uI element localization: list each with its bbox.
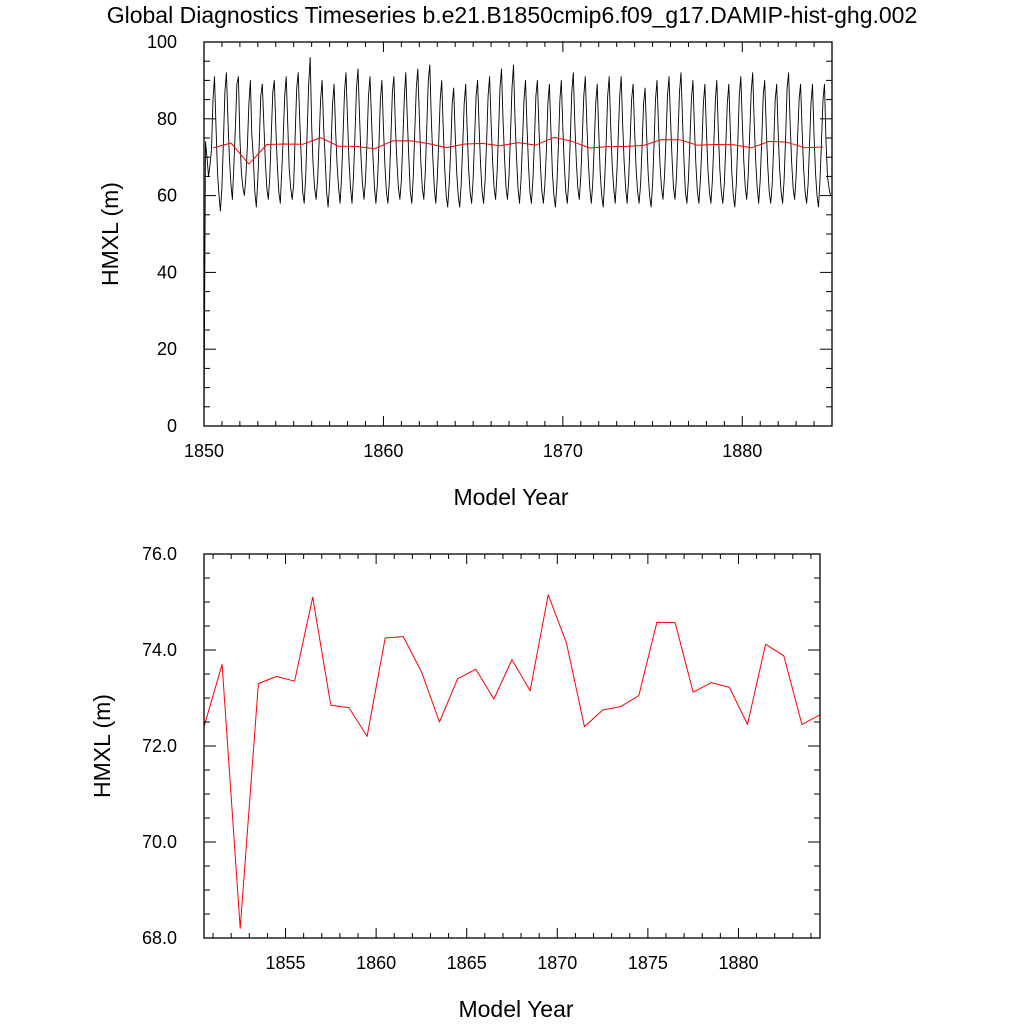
x-tick-label: 1860: [356, 953, 396, 973]
y-axis-label: HMXL (m): [89, 694, 115, 798]
y-tick-label: 20: [157, 339, 177, 359]
x-tick-label: 1870: [543, 441, 583, 461]
top-panel: 1850 1860 1870 1880 0 20 40 60 80 100 Model Year HM…: [97, 32, 833, 510]
y-tick-label: 74.0: [142, 640, 177, 660]
annual-series-line: [212, 136, 824, 165]
x-tick-label: 1860: [363, 441, 403, 461]
x-tick-label: 1870: [537, 953, 577, 973]
y-tick-label: 76.0: [142, 544, 177, 564]
x-tick-label: 1875: [628, 953, 668, 973]
x-tick-label: 1865: [447, 953, 487, 973]
y-tick-label: 40: [157, 262, 177, 282]
x-tick-label: 1855: [266, 953, 306, 973]
y-tick-label: 80: [157, 109, 177, 129]
annual-series-line: [203, 594, 821, 929]
y-axis-label: HMXL (m): [97, 182, 123, 286]
y-tick-label: 68.0: [142, 928, 177, 948]
x-axis-label: Model Year: [453, 484, 568, 510]
chart-title: Global Diagnostics Timeseries b.e21.B185…: [106, 2, 918, 28]
y-tick-label: 60: [157, 186, 177, 206]
plot-frame: [203, 553, 821, 939]
y-tick-label: 70.0: [142, 832, 177, 852]
y-tick-label: 100: [147, 32, 177, 52]
bottom-panel: 1855 1860 1865 1870 1875 1880 68.0 70.0 72.0 74.0…: [89, 544, 821, 1022]
y-tick-label: 0: [167, 416, 177, 436]
y-tick-label: 72.0: [142, 736, 177, 756]
x-axis-label: Model Year: [458, 996, 573, 1022]
x-tick-label: 1880: [718, 953, 758, 973]
monthly-series-line: [203, 56, 831, 427]
plot-frame: [203, 41, 833, 427]
x-tick-label: 1850: [184, 441, 224, 461]
x-tick-label: 1880: [722, 441, 762, 461]
